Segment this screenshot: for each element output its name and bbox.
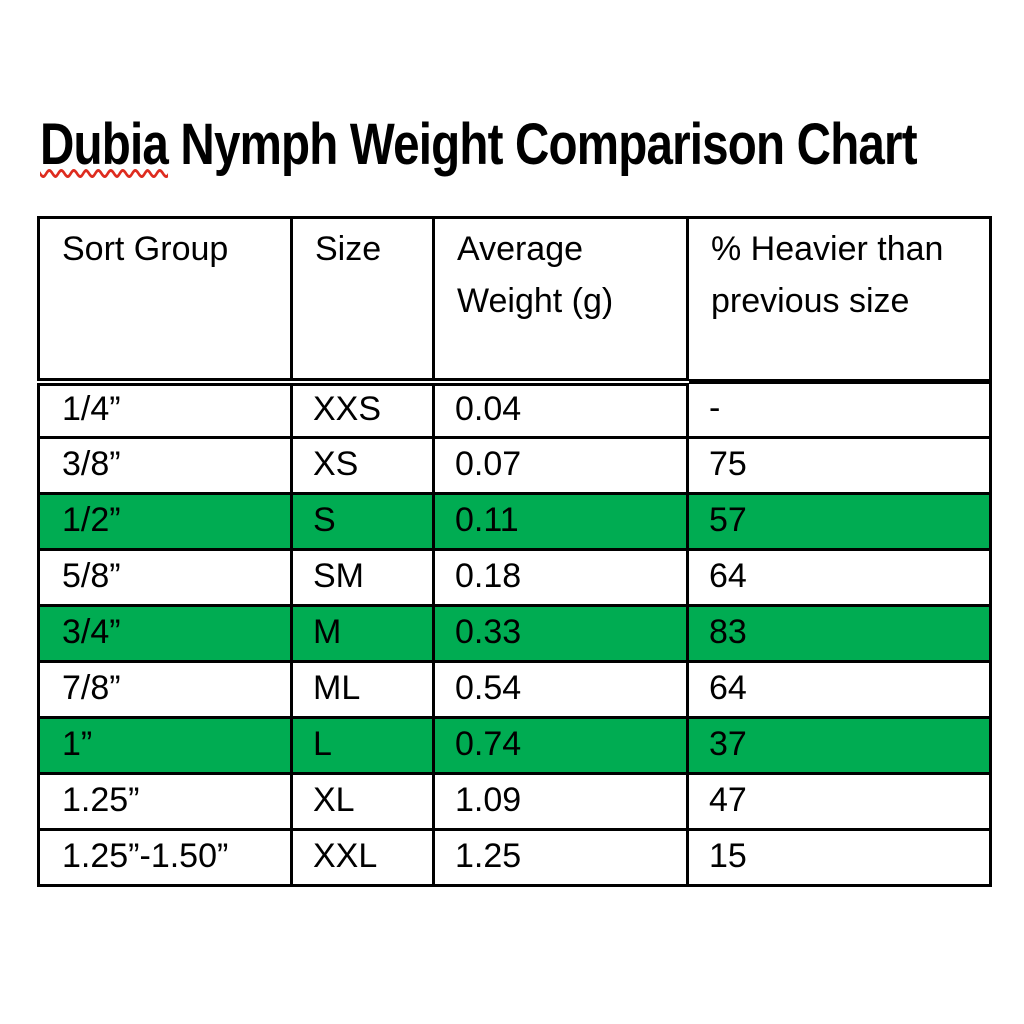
- pct-heavier-cell: 64: [686, 660, 992, 719]
- average-weight-cell: 0.33: [432, 604, 689, 663]
- table-row: 3/8” XS 0.07 75: [37, 436, 992, 495]
- average-weight-cell: 0.04: [432, 380, 689, 439]
- size-cell: XXL: [290, 828, 435, 887]
- size-cell: XXS: [290, 380, 435, 439]
- table-row: 1.25”-1.50” XXL 1.25 15: [37, 828, 992, 887]
- table-row: 1” L 0.74 37: [37, 716, 992, 775]
- sort-group-cell: 7/8”: [37, 660, 293, 719]
- header-sort-group: Sort Group: [37, 216, 293, 386]
- sort-group-cell: 1.25”-1.50”: [37, 828, 293, 887]
- size-cell: L: [290, 716, 435, 775]
- sort-group-cell: 1.25”: [37, 772, 293, 831]
- sort-group-cell: 1/2”: [37, 492, 293, 551]
- sort-group-cell: 3/4”: [37, 604, 293, 663]
- size-cell: M: [290, 604, 435, 663]
- weight-comparison-table: Sort Group Size Average Weight (g) % Hea…: [37, 216, 992, 887]
- header-size: Size: [290, 216, 435, 386]
- misspelled-word-dubia: Dubia: [40, 112, 169, 177]
- table-row: 1/2” S 0.11 57: [37, 492, 992, 551]
- size-cell: SM: [290, 548, 435, 607]
- table-header-row: Sort Group Size Average Weight (g) % Hea…: [37, 216, 992, 386]
- header-average-weight: Average Weight (g): [432, 216, 689, 386]
- page-title-rest: Nymph Weight Comparison Chart: [168, 112, 917, 177]
- average-weight-cell: 1.25: [432, 828, 689, 887]
- average-weight-cell: 1.09: [432, 772, 689, 831]
- header-pct-heavier: % Heavier than previous size: [686, 216, 992, 384]
- average-weight-cell: 0.11: [432, 492, 689, 551]
- sort-group-cell: 1”: [37, 716, 293, 775]
- pct-heavier-cell: 64: [686, 548, 992, 607]
- size-cell: XL: [290, 772, 435, 831]
- table-row: 7/8” ML 0.54 64: [37, 660, 992, 719]
- average-weight-cell: 0.07: [432, 436, 689, 495]
- average-weight-cell: 0.54: [432, 660, 689, 719]
- pct-heavier-cell: -: [686, 380, 992, 439]
- average-weight-cell: 0.74: [432, 716, 689, 775]
- size-cell: ML: [290, 660, 435, 719]
- pct-heavier-cell: 57: [686, 492, 992, 551]
- sort-group-cell: 5/8”: [37, 548, 293, 607]
- pct-heavier-cell: 83: [686, 604, 992, 663]
- pct-heavier-cell: 75: [686, 436, 992, 495]
- average-weight-cell: 0.18: [432, 548, 689, 607]
- pct-heavier-cell: 37: [686, 716, 992, 775]
- table-row: 1/4” XXS 0.04 -: [37, 380, 992, 439]
- pct-heavier-cell: 15: [686, 828, 992, 887]
- pct-heavier-cell: 47: [686, 772, 992, 831]
- sort-group-cell: 3/8”: [37, 436, 293, 495]
- page-title: Dubia Nymph Weight Comparison Chart: [40, 112, 918, 177]
- size-cell: S: [290, 492, 435, 551]
- size-cell: XS: [290, 436, 435, 495]
- table-row: 3/4” M 0.33 83: [37, 604, 992, 663]
- table-row: 1.25” XL 1.09 47: [37, 772, 992, 831]
- table-row: 5/8” SM 0.18 64: [37, 548, 992, 607]
- sort-group-cell: 1/4”: [37, 380, 293, 439]
